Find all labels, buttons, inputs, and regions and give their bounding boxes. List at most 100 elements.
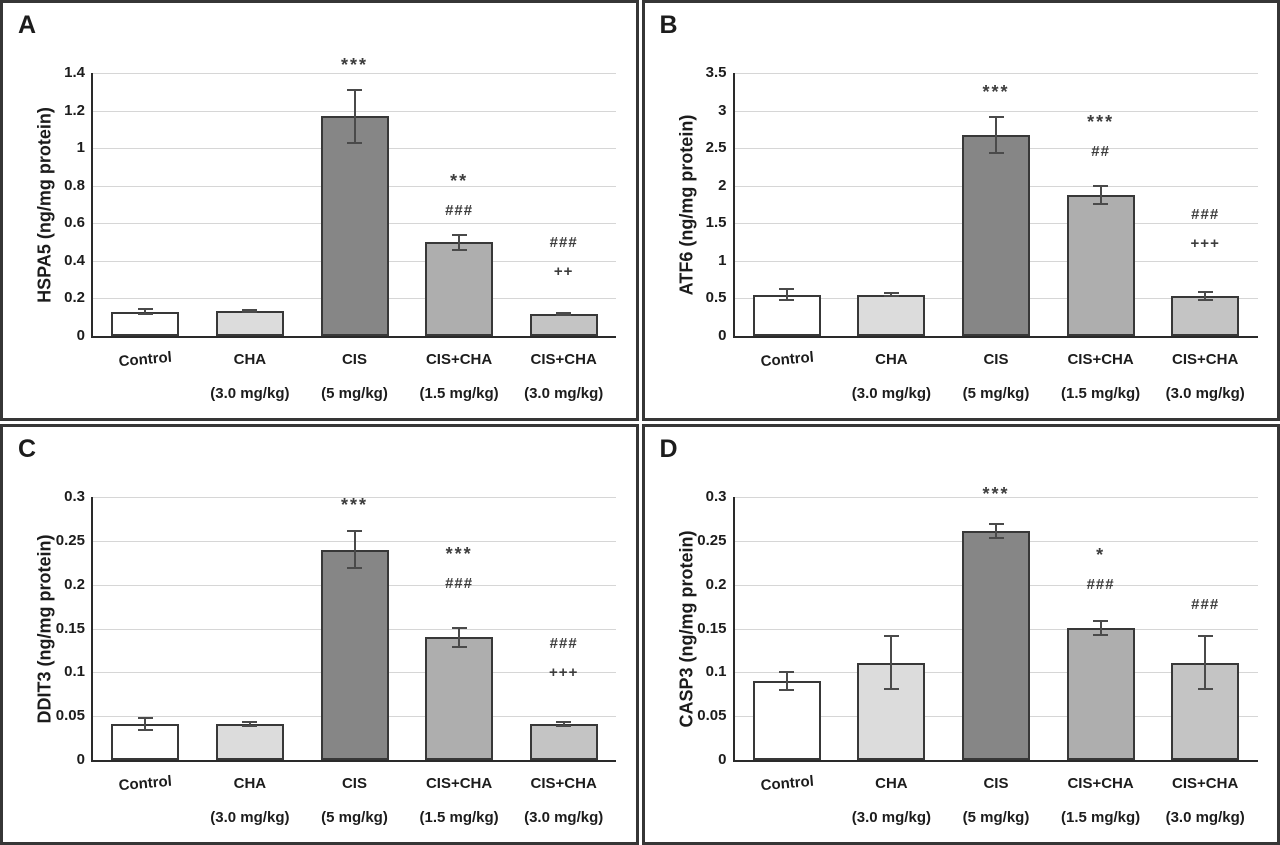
- significance-marker: ++: [553, 263, 574, 281]
- error-bar-cap: [556, 312, 572, 315]
- error-bar-cap: [347, 530, 362, 533]
- error-bar-cap: [137, 729, 153, 732]
- x-axis-line: [732, 760, 1258, 762]
- error-bar: [458, 234, 461, 250]
- bar-cha: [215, 310, 284, 336]
- y-tick-label: 0.15: [55, 619, 85, 637]
- x-axis-labels: Control CHA (3.0 mg/kg) CIS (5 mg/kg) CIS+CHA…: [93, 773, 616, 827]
- category-label-line1: CIS+CHA: [1172, 775, 1239, 792]
- x-axis-labels: Control CHA (3.0 mg/kg) CIS (5 mg/kg) CIS+CHA…: [735, 349, 1258, 403]
- category-label: CIS+CHA (1.5 mg/kg): [1048, 351, 1153, 403]
- category-label: CIS (5 mg/kg): [944, 775, 1049, 827]
- error-bar: [785, 672, 788, 690]
- significance-markers: ***: [936, 480, 1056, 509]
- error-bar: [248, 722, 251, 726]
- category-label-line2: (1.5 mg/kg): [419, 385, 499, 402]
- category-label: CHA (3.0 mg/kg): [839, 351, 944, 403]
- error-bar-cap: [779, 671, 795, 674]
- y-tick-label: 3.5: [705, 64, 727, 81]
- y-axis-title: HSPA5 (ng/mg protein): [34, 106, 55, 303]
- significance-markers: ***: [295, 51, 415, 80]
- error-bar: [890, 636, 893, 689]
- bar-cha: [215, 724, 284, 760]
- error-bar: [995, 116, 997, 153]
- error-bar-cap: [883, 687, 899, 690]
- error-bar: [1099, 185, 1102, 204]
- significance-markers: ###: [1145, 590, 1265, 619]
- category-label-line2: (3.0 mg/kg): [1165, 385, 1245, 402]
- category-label-line1: CIS+CHA: [530, 775, 597, 792]
- category-label: CIS+CHA (3.0 mg/kg): [511, 351, 616, 403]
- error-bar: [1204, 636, 1207, 689]
- significance-marker: **: [450, 170, 469, 191]
- x-axis-labels: Control CHA (3.0 mg/kg) CIS (5 mg/kg) CIS+CHA…: [93, 349, 616, 403]
- significance-marker: ###: [549, 234, 578, 252]
- significance-marker: ###: [1086, 575, 1115, 593]
- error-bar: [144, 308, 147, 315]
- category-label-line2: (5 mg/kg): [962, 385, 1030, 402]
- category-label-line2: (3.0 mg/kg): [524, 809, 604, 826]
- category-label-line1: CHA: [875, 775, 908, 792]
- bar-cis-cha: [1066, 627, 1135, 760]
- bar-cis-cha: [529, 314, 598, 336]
- error-bar-cap: [556, 314, 572, 317]
- category-label: CIS+CHA (3.0 mg/kg): [1153, 775, 1258, 827]
- error-bar-cap: [1093, 619, 1109, 622]
- error-bar: [353, 89, 356, 143]
- error-bar-cap: [347, 567, 362, 569]
- category-label: CIS+CHA (3.0 mg/kg): [511, 775, 616, 827]
- category-label-line2: (3.0 mg/kg): [524, 385, 604, 402]
- y-tick-label: 2.5: [705, 139, 727, 157]
- error-bar-cap: [1093, 633, 1109, 636]
- category-label-line1: CIS: [983, 351, 1009, 368]
- chart-panel-d: D CASP3 (ng/mg protein) 0.3 0.25 0.2 0.15 0.…: [641, 424, 1280, 845]
- significance-markers: ### +++: [1145, 200, 1265, 258]
- category-label-line1: CHA: [233, 351, 267, 368]
- category-label-line1: CIS+CHA: [530, 351, 597, 368]
- error-bar-cap: [883, 292, 899, 295]
- error-bar: [1099, 620, 1102, 635]
- error-bar-cap: [451, 248, 467, 251]
- y-tick-label: 0.25: [55, 531, 85, 549]
- bar-cha: [857, 662, 926, 760]
- error-bar: [1204, 292, 1207, 300]
- error-bar-cap: [556, 721, 572, 724]
- category-label-line1: CIS+CHA: [1067, 351, 1134, 368]
- gridline: [734, 110, 1258, 112]
- panel-letter: C: [18, 435, 37, 463]
- category-label-line2: (5 mg/kg): [321, 385, 388, 402]
- bar-cis: [320, 549, 389, 760]
- significance-marker: ***: [445, 543, 473, 564]
- significance-markers: ### +++: [504, 629, 624, 687]
- significance-markers: ***: [936, 78, 1056, 107]
- y-tick-label: 0.1: [705, 663, 727, 681]
- error-bar-cap: [1197, 687, 1213, 690]
- category-label-line1: CIS+CHA: [1067, 775, 1134, 792]
- category-label-line1: CHA: [233, 775, 267, 792]
- error-bar-cap: [779, 688, 795, 691]
- significance-marker: ***: [340, 54, 368, 75]
- category-label: Control: [93, 773, 198, 827]
- y-tick-label: 1.2: [64, 101, 85, 119]
- y-tick-label: 0.25: [697, 531, 727, 549]
- bar-cis-cha: [1171, 296, 1240, 336]
- significance-marker: ###: [1191, 596, 1220, 614]
- x-axis-line: [91, 760, 616, 762]
- category-label-line1: Control: [117, 772, 173, 795]
- bar-control: [752, 681, 821, 760]
- bar-cis: [320, 116, 389, 336]
- y-tick-label: 0.05: [55, 707, 85, 725]
- significance-marker: ###: [1191, 206, 1220, 224]
- category-label-line2: (3.0 mg/kg): [851, 809, 931, 826]
- category-label-line1: Control: [759, 348, 815, 371]
- error-bar-cap: [347, 141, 362, 144]
- y-tick-label: 0.5: [705, 289, 727, 307]
- category-label: CIS (5 mg/kg): [944, 351, 1049, 403]
- error-bar-cap: [242, 310, 258, 313]
- category-label-line2: (3.0 mg/kg): [210, 809, 290, 826]
- x-axis-line: [91, 336, 616, 338]
- significance-marker: +++: [1190, 235, 1220, 253]
- error-bar-cap: [137, 307, 153, 310]
- bar-cis-cha: [425, 242, 494, 336]
